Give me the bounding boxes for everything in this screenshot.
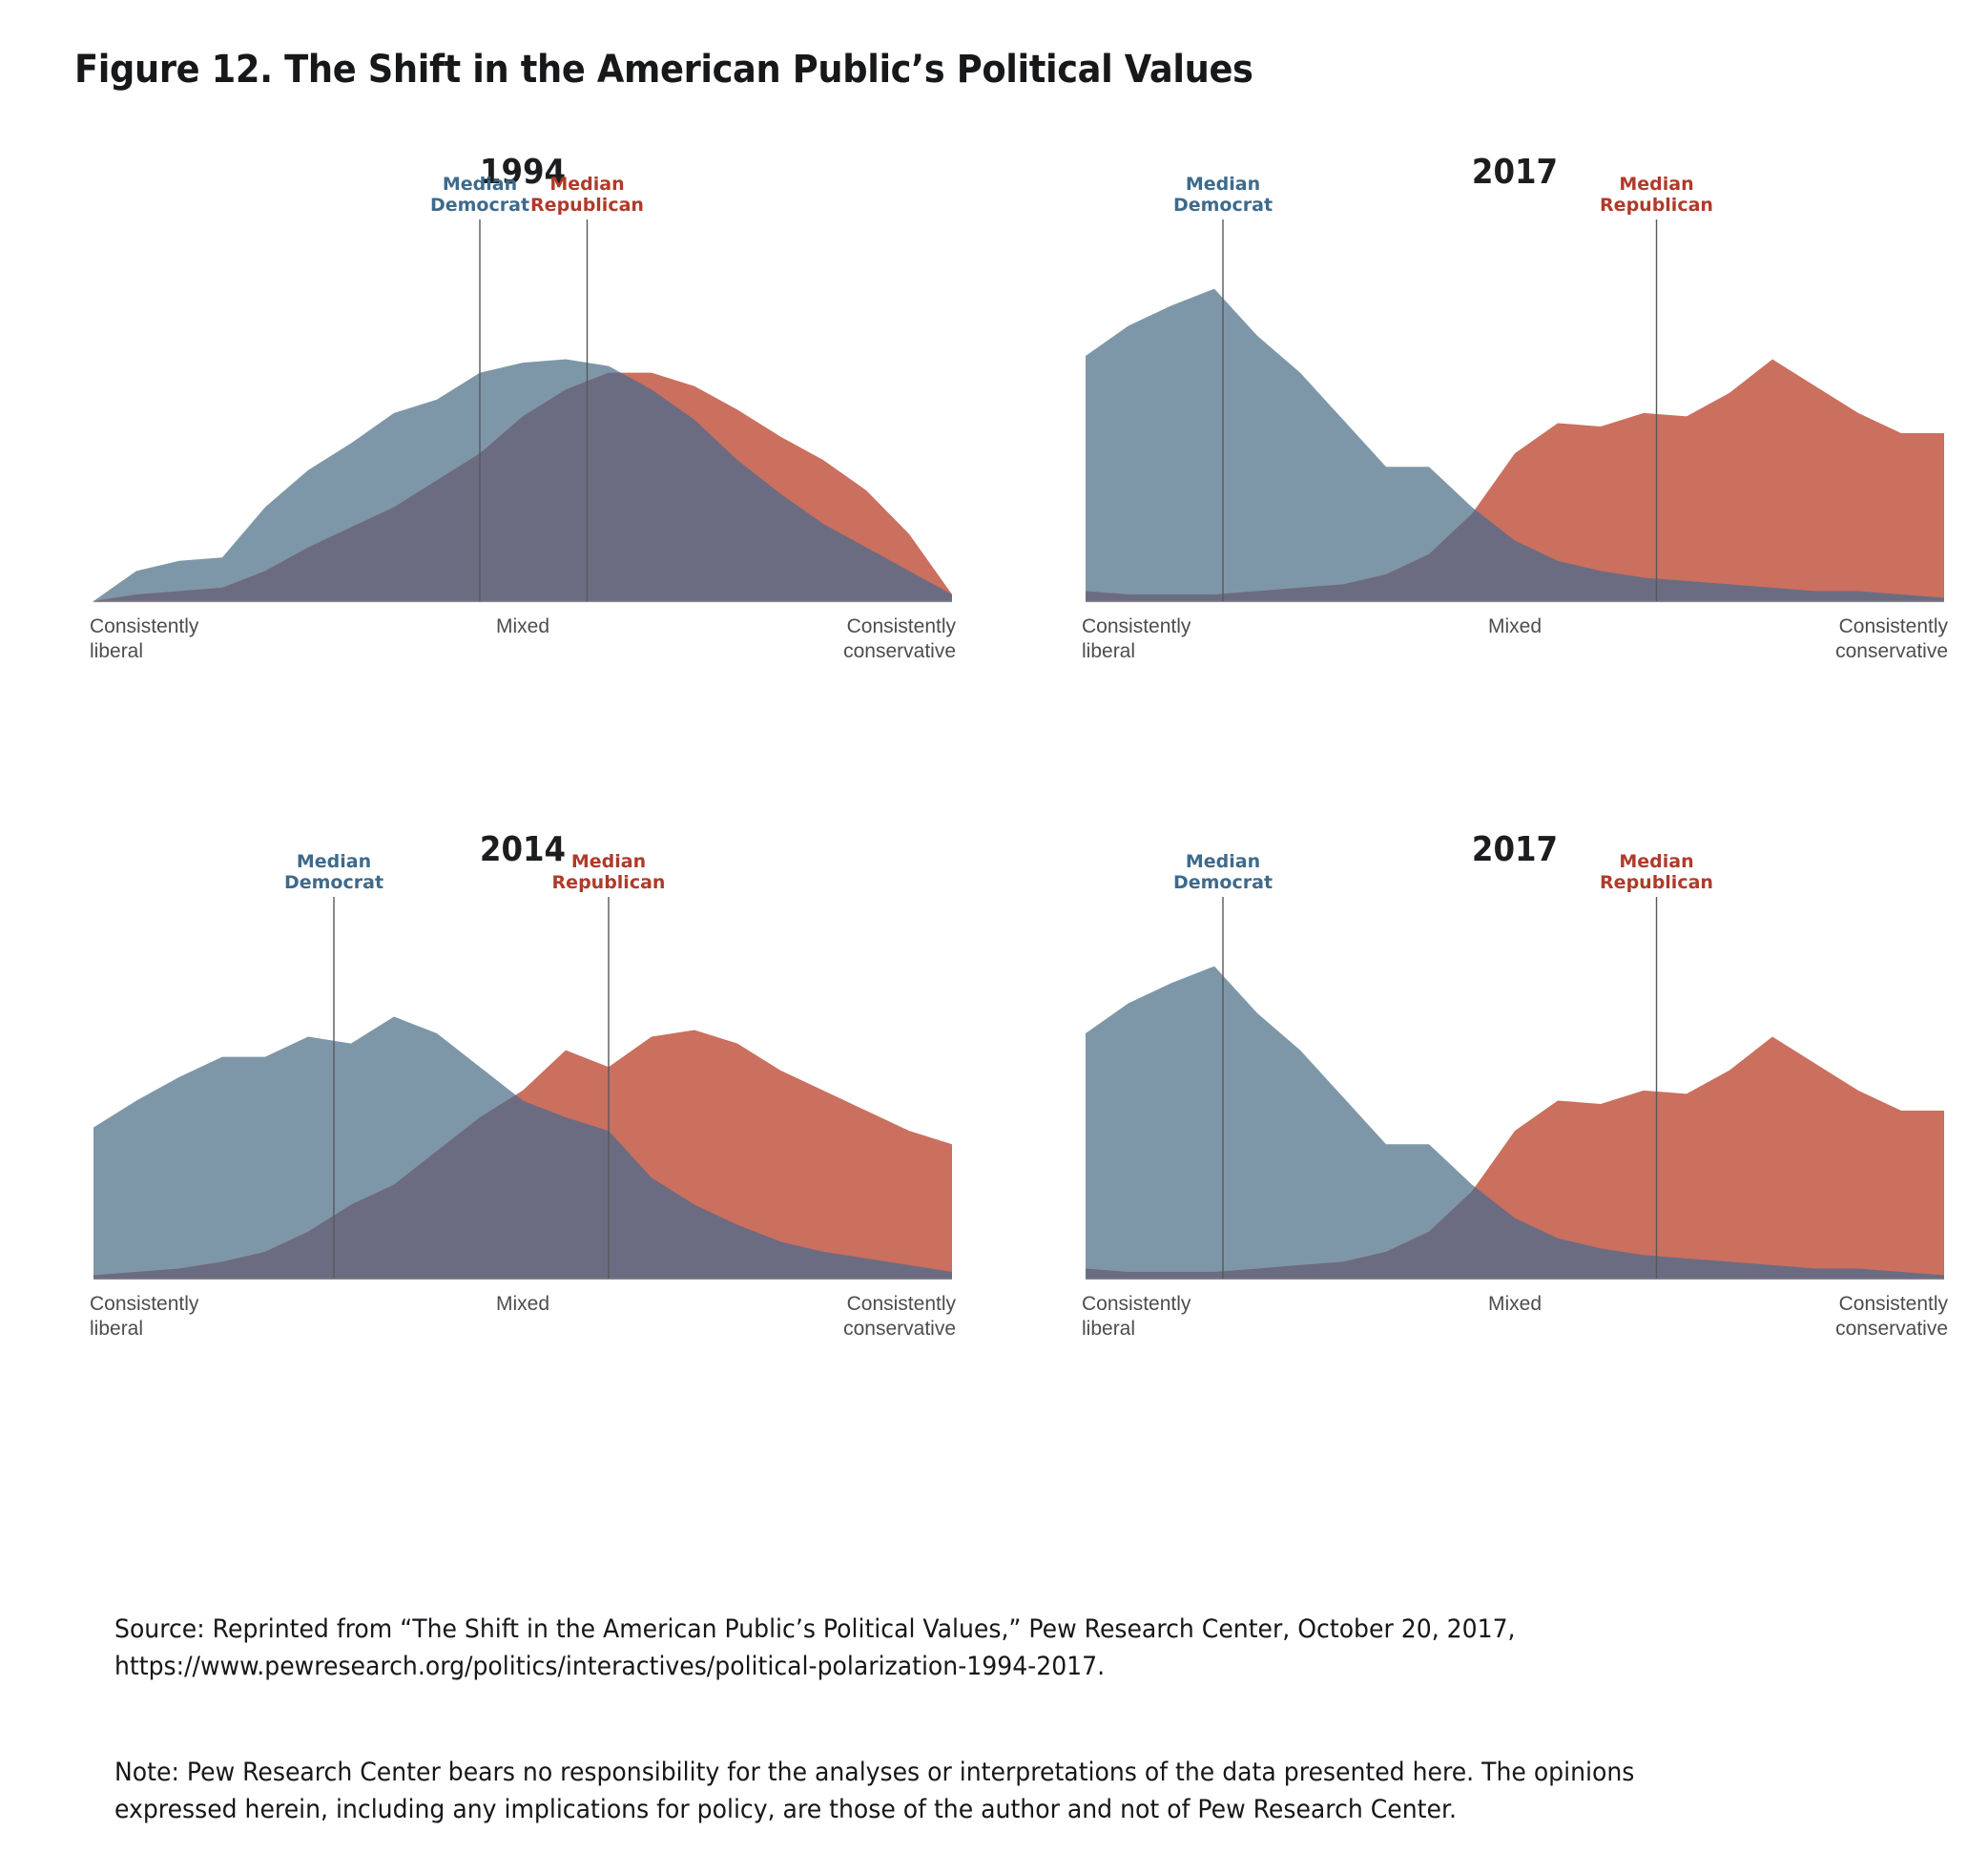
area-shape bbox=[1086, 288, 1944, 601]
panel-title-1994: 1994 bbox=[479, 153, 567, 192]
chart-panel-2017-top: 2017 Median Democrat Median Republican Consi… bbox=[1082, 153, 1948, 662]
plot-area-2014 bbox=[93, 830, 952, 1307]
panel-title-2017-top: 2017 bbox=[1471, 153, 1559, 192]
median-republican-label: Median Republican bbox=[1600, 851, 1713, 894]
area-shape bbox=[1086, 359, 1944, 601]
area-shape bbox=[1086, 1036, 1944, 1279]
chart-panel-2017-bottom: 2017 Median Democrat Median Republican Consi… bbox=[1082, 830, 1948, 1340]
axis-label-mixed: Mixed bbox=[495, 615, 550, 637]
median-democrat-label: Median Democrat bbox=[1172, 851, 1274, 894]
median-democrat-label: Median Democrat bbox=[1172, 174, 1274, 217]
panel-title-2014: 2014 bbox=[479, 830, 567, 869]
axis-label-mixed: Mixed bbox=[495, 1293, 550, 1315]
axis-label-consistently-conservative: Consistently conservative bbox=[1835, 1293, 1948, 1341]
plot-area-2017-bottom bbox=[1086, 830, 1944, 1307]
axis-label-consistently-conservative: Consistently conservative bbox=[1835, 615, 1948, 663]
panel-title-2017-bottom: 2017 bbox=[1471, 830, 1559, 869]
page-title: Figure 12. The Shift in the American Pub… bbox=[74, 48, 1253, 92]
axis-label-consistently-liberal: Consistently liberal bbox=[1082, 615, 1191, 663]
axis-label-consistently-liberal: Consistently liberal bbox=[90, 1293, 199, 1341]
chart-panel-2014: 2014 Median Democrat Median Republican Consi… bbox=[90, 830, 956, 1340]
median-democrat-label: Median Democrat bbox=[429, 174, 530, 217]
axis-label-consistently-conservative: Consistently conservative bbox=[843, 1293, 956, 1341]
axis-label-consistently-liberal: Consistently liberal bbox=[90, 615, 199, 663]
area-shape bbox=[1086, 966, 1944, 1279]
disclaimer-note: Note: Pew Research Center bears no respo… bbox=[114, 1758, 1635, 1825]
median-republican-label: Median Republican bbox=[1600, 174, 1713, 217]
plot-area-2017-top bbox=[1086, 153, 1944, 630]
axis-label-consistently-conservative: Consistently conservative bbox=[843, 615, 956, 663]
median-democrat-label: Median Democrat bbox=[283, 851, 384, 894]
axis-label-mixed: Mixed bbox=[1487, 615, 1543, 637]
plot-area-1994 bbox=[93, 153, 952, 630]
axis-label-mixed: Mixed bbox=[1487, 1293, 1543, 1315]
median-republican-label: Median Republican bbox=[551, 851, 666, 894]
axis-label-consistently-liberal: Consistently liberal bbox=[1082, 1293, 1191, 1341]
source-note: Source: Reprinted from “The Shift in the… bbox=[114, 1614, 1516, 1682]
median-republican-label: Median Republican bbox=[530, 174, 644, 217]
chart-panel-1994: 1994 Median Democrat Median Republican Consi… bbox=[90, 153, 956, 662]
